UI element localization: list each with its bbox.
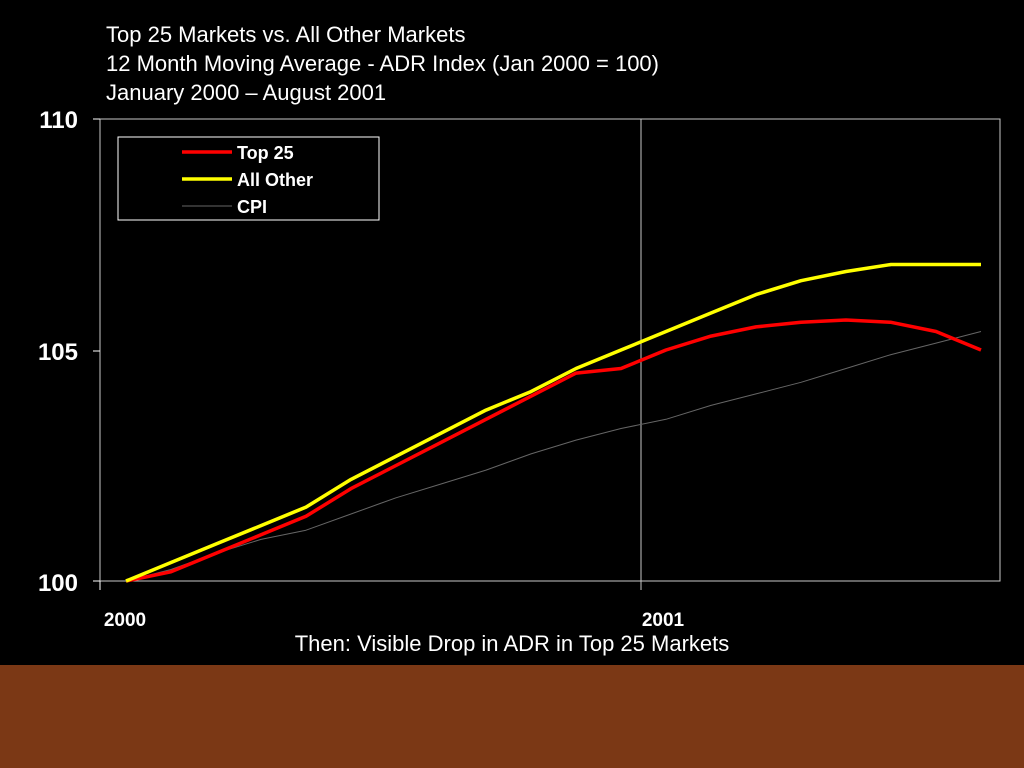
slide-caption: Then: Visible Drop in ADR in Top 25 Mark… [294, 631, 730, 656]
y-tick-label-110: 110 [39, 107, 78, 134]
title-line-2: 12 Month Moving Average - ADR Index (Jan… [106, 51, 659, 76]
series-line-all-other [125, 262, 981, 583]
title-line-1: Top 25 Markets vs. All Other Markets [106, 22, 466, 47]
legend-label-cpi: CPI [237, 197, 267, 217]
x-tick-label-2001: 2001 [642, 610, 685, 631]
y-tick-label-100: 100 [38, 570, 78, 597]
x-tick-label-2000: 2000 [104, 610, 146, 631]
line-chart: 110 105 100 2000 2001 Top 25 All Other C… [38, 107, 1001, 631]
series-line-top-25 [125, 318, 982, 583]
y-tick-label-105: 105 [38, 339, 78, 366]
series-layer [125, 262, 982, 583]
plot-area-frame [99, 118, 1001, 582]
legend-label-top-25: Top 25 [237, 143, 294, 163]
slide-title: Top 25 Markets vs. All Other Markets 12 … [106, 20, 659, 107]
footer-band [0, 665, 1024, 768]
series-line-cpi [125, 331, 982, 582]
legend-label-all-other: All Other [237, 170, 313, 190]
legend: Top 25 All Other CPI [117, 136, 380, 221]
title-line-3: January 2000 – August 2001 [106, 80, 387, 105]
legend-box [117, 136, 380, 221]
